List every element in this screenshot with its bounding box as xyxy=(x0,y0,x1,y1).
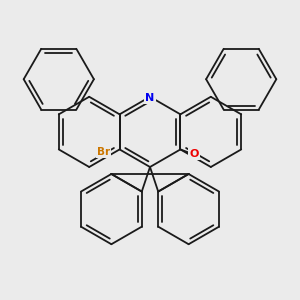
Text: N: N xyxy=(146,93,154,103)
Text: Br: Br xyxy=(97,147,110,157)
Text: O: O xyxy=(189,149,199,159)
